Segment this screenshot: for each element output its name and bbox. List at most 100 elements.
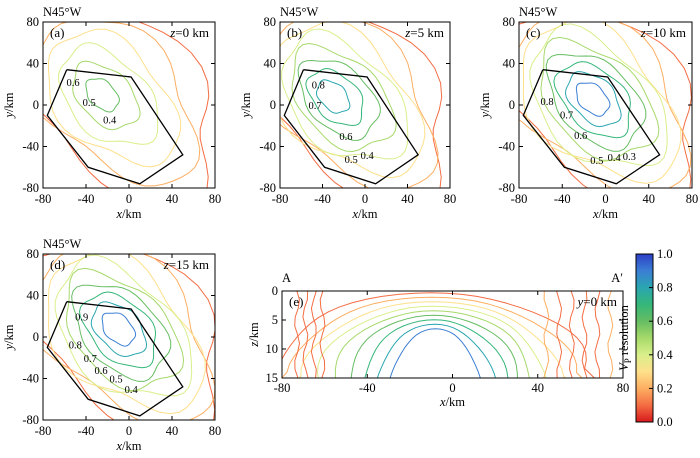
- contour-line: [294, 291, 301, 378]
- contour-line: [71, 284, 172, 382]
- contour-line: [310, 291, 317, 378]
- contour-line: [78, 291, 157, 369]
- colorbar-tick-label: 0.2: [657, 381, 673, 395]
- contours: [519, 22, 692, 188]
- y-axis-unit: /km: [478, 92, 492, 112]
- y-axis-var: z: [247, 342, 261, 348]
- contour-line: [297, 301, 568, 378]
- contour-label: 0.4: [608, 153, 622, 164]
- y-tick-label: -80: [259, 181, 276, 195]
- y-axis-var: y: [478, 112, 492, 120]
- orientation-label: N45°W: [43, 5, 82, 19]
- depth-value: =15 km: [169, 257, 209, 272]
- contour-line: [280, 22, 439, 188]
- colorbar-tick-label: 0.4: [657, 348, 673, 362]
- contour-label: 0.5: [83, 98, 96, 109]
- contour-label: 0.4: [125, 385, 139, 396]
- y-tick-label: 80: [27, 15, 40, 29]
- y-tick-label: -80: [498, 181, 515, 195]
- contour-line: [376, 323, 496, 378]
- colorbar-label: VP resolution: [617, 304, 633, 371]
- y-axis-var: y: [2, 112, 16, 120]
- contour-line: [280, 22, 426, 179]
- depth-label: y=0 km: [576, 294, 617, 309]
- depth-var: z: [169, 25, 175, 40]
- x-tick-label: -40: [78, 424, 95, 438]
- x-axis-unit: /km: [122, 207, 142, 221]
- x-tick-label: 0: [449, 381, 455, 395]
- colorbar-label-sub: P: [623, 358, 633, 363]
- x-tick-label: 80: [617, 381, 630, 395]
- x-axis-var: x: [351, 207, 358, 221]
- orientation-label: N45°W: [280, 5, 319, 19]
- x-tick-label: 80: [444, 192, 457, 206]
- y-tick-label: -40: [22, 372, 39, 386]
- contour-line: [553, 61, 631, 139]
- depth-label: z=5 km: [404, 25, 444, 40]
- x-tick-label: -40: [554, 192, 571, 206]
- contour-label: 0.4: [103, 116, 117, 127]
- x-axis-label: x/km: [592, 207, 618, 221]
- panel-c: 0.8 0.70.6 0.5 0.4 0.3 -80 -40 0 40 80 80 40 0 -40 -80…: [478, 5, 698, 221]
- x-tick-label: -80: [274, 381, 291, 395]
- depth-label: z=10 km: [640, 25, 686, 40]
- y-tick-label: 80: [503, 15, 516, 29]
- depth-var: z: [640, 25, 646, 40]
- contour-line: [43, 22, 210, 188]
- contour-label: 0.7: [309, 101, 322, 112]
- contour-label: 0.7: [560, 110, 573, 121]
- contour-label: 0.6: [67, 78, 80, 89]
- contour-line: [519, 22, 692, 188]
- contour-line: [389, 328, 482, 378]
- x-axis-unit: /km: [599, 207, 619, 221]
- depth-label: z=15 km: [163, 257, 209, 272]
- contour-line: [291, 42, 397, 153]
- contour-label: 0.6: [574, 131, 587, 142]
- contour-line: [364, 319, 509, 378]
- contour-line: [543, 291, 550, 378]
- x-tick-label: 80: [209, 192, 222, 206]
- section-start-label: A: [282, 271, 291, 285]
- x-axis-unit: /km: [446, 395, 466, 409]
- x-tick-label: 0: [126, 192, 132, 206]
- panel-label: (c): [526, 25, 540, 40]
- y-tick-label: 0: [33, 330, 39, 344]
- contours: [43, 22, 210, 188]
- contour-label: 0.5: [590, 156, 603, 167]
- y-axis-unit: /km: [247, 322, 261, 342]
- panel-b: 0.8 0.7 0.6 0.5 0.4 -80 -40 0 40 80 80 40 0 -40 -80 x/k…: [239, 5, 457, 221]
- contour-line: [280, 22, 443, 188]
- colorbar: 0.0 0.2 0.4 0.6 0.8 1.0 VP resolution: [617, 247, 673, 429]
- colorbar-label-rest: resolution: [617, 304, 631, 358]
- contour-line: [43, 254, 215, 420]
- y-axis-var: y: [239, 112, 253, 120]
- contour-line: [85, 78, 120, 113]
- x-tick-label: 40: [166, 424, 179, 438]
- contour-line: [545, 54, 647, 152]
- contour-line: [594, 291, 601, 378]
- x-axis-var: x: [592, 207, 599, 221]
- x-tick-label: 80: [686, 192, 699, 206]
- contour-label: 0.3: [623, 152, 636, 163]
- x-tick-label: 40: [166, 192, 179, 206]
- colorbar-bar: [635, 253, 654, 423]
- depth-label: z=0 km: [169, 25, 209, 40]
- contour-label: 0.8: [312, 80, 325, 91]
- x-tick-label: -40: [78, 192, 95, 206]
- x-tick-label: -80: [272, 192, 289, 206]
- y-tick-label: 0: [272, 284, 278, 298]
- panel-label: (d): [50, 257, 65, 272]
- x-tick-label: 40: [643, 192, 656, 206]
- x-tick-label: -80: [35, 424, 52, 438]
- contour-line: [72, 60, 141, 131]
- y-tick-label: -40: [259, 140, 276, 154]
- contour-line: [43, 254, 215, 420]
- y-tick-label: 40: [264, 57, 277, 71]
- x-tick-label: -40: [314, 192, 331, 206]
- y-tick-label: 10: [266, 342, 279, 356]
- y-axis-label: y/km: [478, 92, 492, 119]
- x-tick-label: 0: [126, 424, 132, 438]
- x-tick-label: 40: [532, 381, 545, 395]
- contour-line: [350, 314, 518, 378]
